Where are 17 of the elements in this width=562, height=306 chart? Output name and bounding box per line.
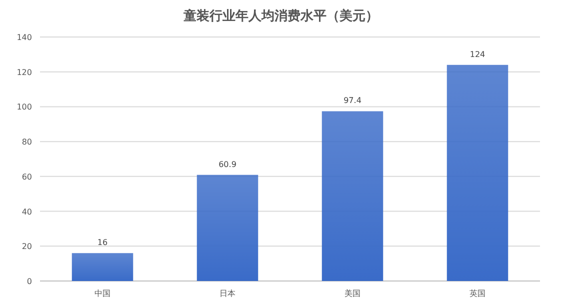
y-tick-label: 140 (16, 33, 32, 42)
y-tick-label: 40 (22, 207, 32, 216)
x-tick-label: 英国 (470, 289, 486, 298)
x-tick-label: 中国 (94, 289, 110, 298)
chart-title: 童装行业年人均消费水平（美元） (182, 8, 378, 24)
y-tick-label: 60 (22, 172, 32, 182)
y-tick-label: 120 (16, 68, 32, 77)
y-tick-label: 100 (16, 102, 32, 112)
x-tick-label: 美国 (344, 289, 360, 298)
y-tick-label: 0 (26, 277, 32, 286)
y-tick-label: 20 (22, 242, 32, 252)
data-label: 16 (97, 238, 108, 248)
data-label: 60.9 (218, 160, 236, 169)
y-tick-label: 80 (22, 138, 32, 147)
data-label: 124 (470, 50, 486, 59)
x-tick-label: 日本 (220, 289, 236, 298)
data-label: 97.4 (344, 96, 362, 106)
